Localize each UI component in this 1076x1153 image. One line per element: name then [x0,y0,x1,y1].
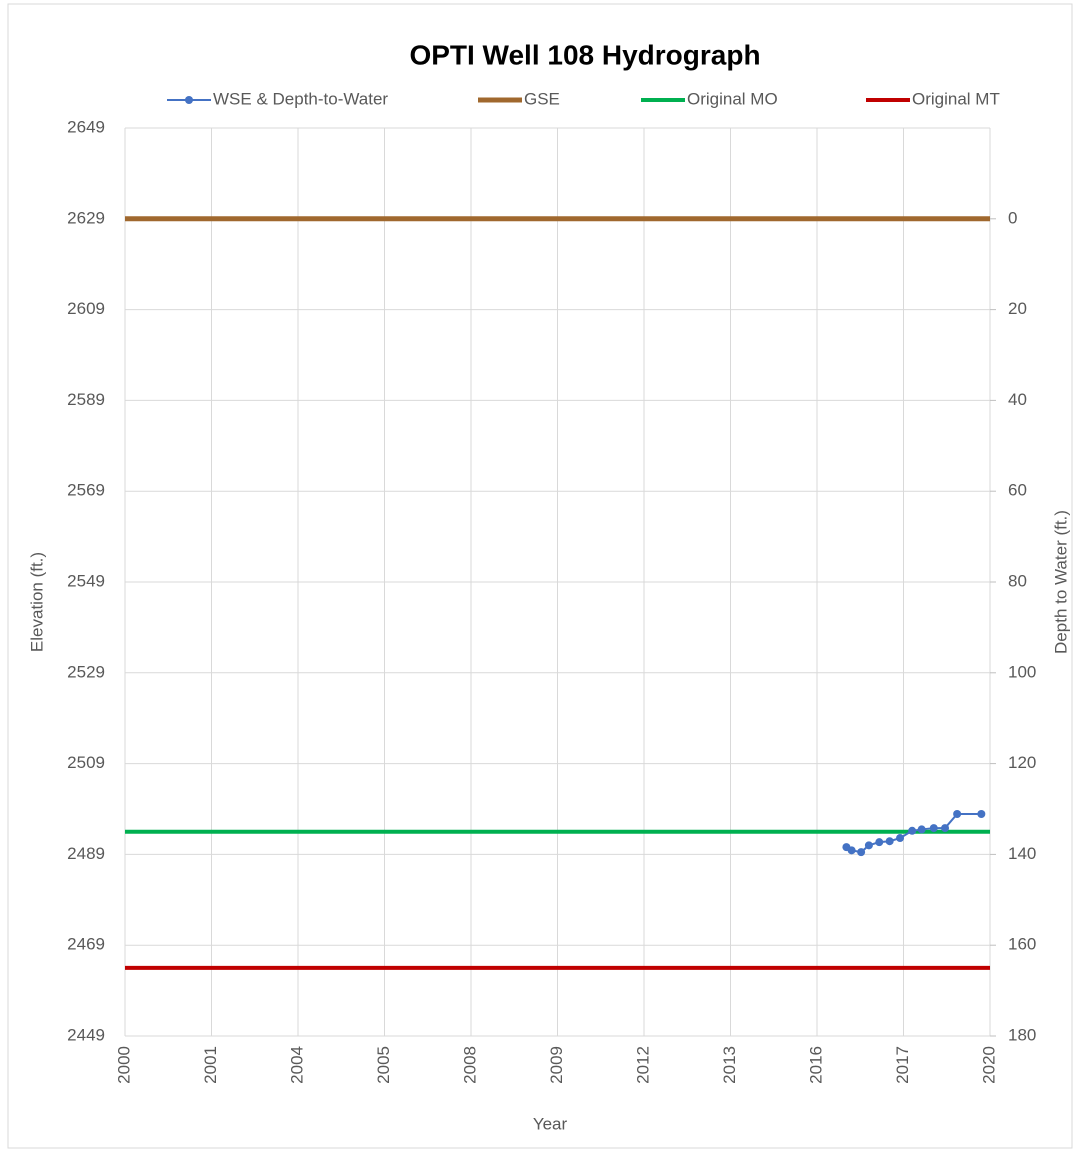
y2-tick-label: 140 [1008,844,1036,863]
chart-title: OPTI Well 108 Hydrograph [409,39,760,70]
y2-tick-label: 80 [1008,571,1027,590]
x-tick-label: 2004 [287,1046,306,1084]
legend-label: Original MO [687,89,778,108]
y-tick-label: 2589 [67,390,105,409]
y-tick-label: 2449 [67,1025,105,1044]
data-point [875,838,884,847]
data-point [896,834,905,843]
y-tick-label: 2469 [67,935,105,954]
data-point [941,824,950,833]
data-point [908,826,917,835]
y2-tick-label: 40 [1008,390,1027,409]
y-tick-label: 2529 [67,662,105,681]
chart-border [7,3,1073,1149]
x-tick-label: 2016 [806,1046,825,1084]
x-tick-label: 2012 [633,1046,652,1084]
y-tick-label: 2629 [67,208,105,227]
legend-label: GSE [524,89,560,108]
y2-tick-label: 180 [1008,1025,1036,1044]
y-tick-label: 2649 [67,117,105,136]
y2-tick-label: 20 [1008,299,1027,318]
legend-marker [185,96,193,104]
x-tick-label: 2000 [114,1046,133,1084]
data-point [864,841,873,850]
x-axis-label: Year [533,1114,568,1133]
x-tick-label: 2017 [893,1046,912,1084]
data-point [953,809,962,818]
legend-label: WSE & Depth-to-Water [213,89,388,108]
y-tick-label: 2489 [67,844,105,863]
y-tick-label: 2569 [67,481,105,500]
y2-tick-label: 100 [1008,662,1036,681]
x-tick-label: 2020 [979,1046,998,1084]
y-tick-label: 2609 [67,299,105,318]
x-tick-label: 2008 [460,1046,479,1084]
y2-tick-label: 60 [1008,481,1027,500]
data-point [857,848,866,857]
y2-tick-label: 160 [1008,935,1036,954]
data-point [917,825,926,834]
x-tick-label: 2009 [547,1046,566,1084]
y-tick-label: 2549 [67,571,105,590]
y2-tick-label: 120 [1008,753,1036,772]
x-tick-label: 2013 [720,1046,739,1084]
data-point [885,837,894,846]
y-tick-label: 2509 [67,753,105,772]
data-point [847,846,856,855]
y2-tick-label: 0 [1008,208,1017,227]
legend-label: Original MT [912,89,1000,108]
y-axis-label: Elevation (ft.) [27,552,46,652]
y2-axis-label: Depth to Water (ft.) [1051,510,1070,654]
data-point [929,824,938,833]
x-tick-label: 2001 [201,1046,220,1084]
x-tick-label: 2005 [374,1046,393,1084]
data-point [977,809,986,818]
